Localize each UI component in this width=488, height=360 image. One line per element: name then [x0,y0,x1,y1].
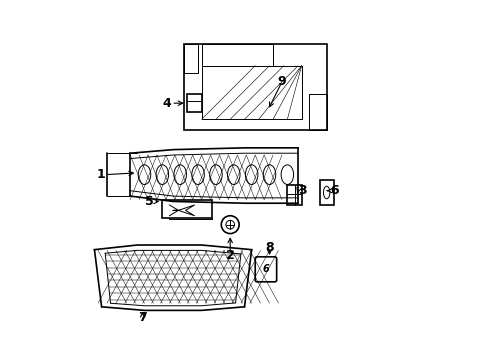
Text: 9: 9 [277,75,286,88]
FancyBboxPatch shape [287,185,301,205]
Ellipse shape [245,165,257,184]
Text: 7: 7 [138,311,147,324]
Ellipse shape [323,186,329,199]
FancyBboxPatch shape [319,180,333,205]
Text: 2: 2 [225,248,234,261]
Ellipse shape [156,165,168,184]
FancyBboxPatch shape [187,94,201,112]
Ellipse shape [227,165,240,184]
Text: 8: 8 [264,241,273,255]
FancyBboxPatch shape [162,200,212,217]
Text: 1: 1 [96,168,105,181]
FancyBboxPatch shape [201,44,272,66]
Ellipse shape [281,165,293,184]
FancyBboxPatch shape [201,66,301,119]
Ellipse shape [174,165,186,184]
Text: 3: 3 [298,184,306,197]
Text: 5: 5 [144,195,153,208]
Ellipse shape [191,165,204,184]
Text: 4: 4 [162,97,171,110]
Text: 6: 6 [262,264,269,274]
Ellipse shape [263,165,275,184]
Ellipse shape [138,165,150,184]
FancyBboxPatch shape [255,257,276,282]
Text: 6: 6 [329,184,338,197]
Ellipse shape [209,165,222,184]
